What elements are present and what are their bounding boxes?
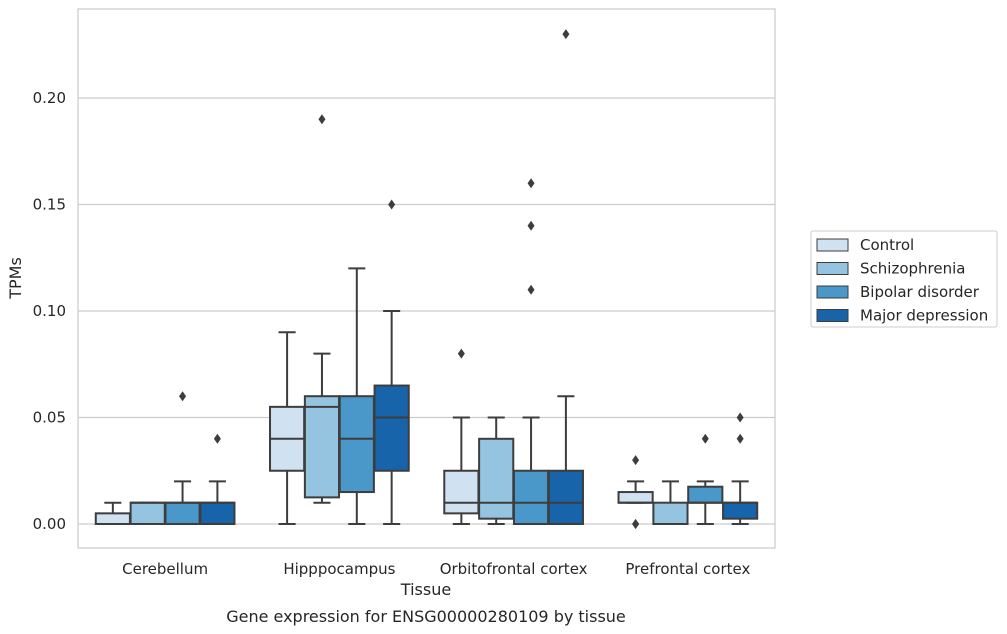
outlier-point [702,434,709,444]
box-iqr [514,471,548,524]
box-control [96,503,130,524]
box-bipolar-disorder [514,178,548,524]
box-major-depression [375,200,409,525]
box-iqr [688,487,722,503]
plot-boxes [96,29,757,529]
legend-label: Control [860,236,914,254]
box-iqr [340,396,374,492]
box-iqr [479,439,513,519]
outlier-point [179,391,186,401]
outlier-point [318,114,325,124]
box-iqr [131,503,165,524]
box-major-depression [200,434,234,524]
box-schizophrenia [305,114,339,502]
box-bipolar-disorder [340,268,374,524]
chart-caption: Gene expression for ENSG00000280109 by t… [226,607,626,626]
x-tick-label: Orbitofrontal cortex [440,560,588,578]
y-tick-label: 0.10 [33,302,66,320]
box-major-depression [723,413,757,525]
box-major-depression [549,29,583,524]
outlier-point [458,349,465,359]
box-control [444,349,478,524]
outlier-point [737,434,744,444]
outlier-point [562,29,569,39]
outlier-point [632,455,639,465]
box-iqr [653,503,687,524]
box-iqr [723,503,757,519]
box-iqr [444,471,478,514]
x-axis-label: Tissue [400,580,451,599]
box-plot-chart: 0.00 0.05 0.10 0.15 0.20 Cerebellum Hipppocam… [0,0,1007,634]
box-control [270,332,304,524]
box-control [619,455,653,529]
outlier-point [632,519,639,529]
outlier-point [388,200,395,210]
y-axis-label: TPMs [6,257,25,300]
y-tick-label: 0.05 [33,409,66,427]
outlier-point [214,434,221,444]
box-bipolar-disorder [688,434,722,524]
legend-label: Schizophrenia [860,260,965,278]
x-tick-label: Cerebellum [122,560,208,578]
legend-swatch [817,310,848,322]
box-iqr [96,513,130,524]
y-tick-label: 0.00 [33,515,66,533]
box-schizophrenia [479,418,513,525]
box-bipolar-disorder [165,391,199,524]
plot-frame [78,9,775,548]
y-tick-label: 0.20 [33,89,66,107]
box-iqr [165,503,199,524]
x-tick-label: Hipppocampus [283,560,395,578]
box-iqr [549,471,583,524]
x-tick-label: Prefrontal cortex [625,560,750,578]
box-iqr [619,492,653,503]
legend-label: Major depression [860,307,988,325]
outlier-point [528,285,535,295]
legend-label: Bipolar disorder [860,283,980,301]
legend-swatch [817,239,848,251]
outlier-point [528,221,535,231]
grid-lines [78,98,775,524]
x-tick-labels: Cerebellum Hipppocampus Orbitofrontal cort… [122,560,750,578]
outlier-point [737,413,744,423]
box-iqr [375,386,409,471]
y-tick-labels: 0.00 0.05 0.10 0.15 0.20 [33,89,66,533]
box-iqr [305,396,339,497]
legend: Control Schizophrenia Bipolar disorder Majo… [811,231,997,327]
box-iqr [200,503,234,524]
outlier-point [528,178,535,188]
box-schizophrenia [131,503,165,524]
legend-swatch [817,286,848,298]
legend-swatch [817,263,848,275]
y-tick-label: 0.15 [33,196,66,214]
box-schizophrenia [653,481,687,524]
